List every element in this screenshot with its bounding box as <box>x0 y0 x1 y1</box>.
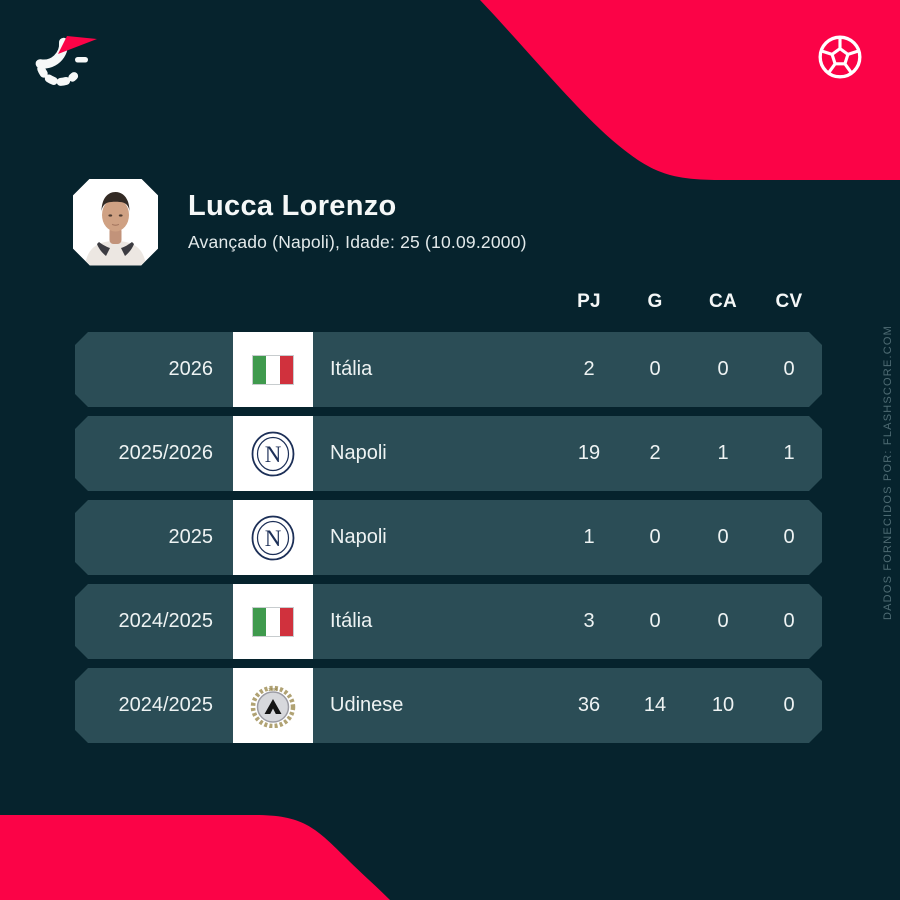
italy-flag-icon <box>252 606 294 637</box>
football-icon <box>818 35 862 79</box>
napoli-crest-icon: N <box>251 431 295 476</box>
stat-ca-cell: 10 <box>711 694 735 716</box>
top-right-accent-shape <box>480 0 900 180</box>
stat-cv-cell: 0 <box>783 694 795 716</box>
season-stats-table: 2026 N 1896 Itália 2 0 0 0 <box>75 332 822 752</box>
stat-cv-cell: 0 <box>783 526 795 548</box>
team-name-cell: Itália <box>330 610 373 632</box>
flashscore-logo-icon <box>35 36 97 86</box>
stat-g-cell: 0 <box>649 358 661 380</box>
team-badge-cell: N 1896 <box>233 332 313 407</box>
stat-g-cell: 0 <box>649 610 661 632</box>
column-header-cv: CV <box>775 291 803 312</box>
team-badge-cell: N 1896 <box>233 416 313 491</box>
team-badge-cell: N 1896 <box>233 584 313 659</box>
player-name: Lucca Lorenzo <box>188 190 397 223</box>
stat-pj-cell: 1 <box>583 526 595 548</box>
svg-text:1896: 1896 <box>268 687 279 692</box>
bottom-left-accent-shape <box>0 815 390 900</box>
player-header: Lucca Lorenzo Avançado (Napoli), Idade: … <box>73 178 527 266</box>
season-cell: 2025/2026 <box>118 442 213 464</box>
season-cell: 2026 <box>168 358 214 380</box>
column-header-pj: PJ <box>577 291 601 312</box>
stats-column-headers: PJ G CA CV <box>75 291 822 317</box>
team-name-cell: Napoli <box>330 442 387 464</box>
stat-ca-cell: 1 <box>717 442 729 464</box>
team-name-cell: Itália <box>330 358 373 380</box>
stat-ca-cell: 0 <box>717 610 729 632</box>
svg-text:N: N <box>265 526 282 551</box>
team-badge-cell: N 1896 <box>233 668 313 743</box>
table-row: 2025/2026 N 1896 Napoli 19 2 1 <box>75 416 822 491</box>
stat-g-cell: 2 <box>649 442 661 464</box>
italy-flag-icon <box>252 354 294 385</box>
stat-pj-cell: 2 <box>583 358 595 380</box>
table-row: 2026 N 1896 Itália 2 0 0 0 <box>75 332 822 407</box>
data-provider-watermark: DADOS FORNECIDOS POR: FLASHSCORE.COM <box>882 324 894 620</box>
player-meta: Lucca Lorenzo Avançado (Napoli), Idade: … <box>188 190 527 253</box>
team-badge-cell: N 1896 <box>233 500 313 575</box>
stat-pj-cell: 19 <box>577 442 601 464</box>
column-header-g: G <box>647 291 663 312</box>
season-cell: 2024/2025 <box>118 694 213 716</box>
season-cell: 2025 <box>168 526 214 548</box>
svg-text:N: N <box>265 442 282 467</box>
table-row: 2024/2025 N 1896 Udinese 36 14 10 <box>75 668 822 743</box>
team-name-cell: Udinese <box>330 694 404 716</box>
season-cell: 2024/2025 <box>118 610 213 632</box>
stat-pj-cell: 3 <box>583 610 595 632</box>
table-row: 2025 N 1896 Napoli 1 0 0 0 <box>75 500 822 575</box>
udinese-crest-icon: 1896 <box>250 685 296 728</box>
stat-ca-cell: 0 <box>717 526 729 548</box>
player-avatar <box>73 178 158 266</box>
stat-cv-cell: 0 <box>783 358 795 380</box>
napoli-crest-icon: N <box>251 515 295 560</box>
stat-g-cell: 0 <box>649 526 661 548</box>
stat-pj-cell: 36 <box>577 694 601 716</box>
stat-ca-cell: 0 <box>717 358 729 380</box>
stat-cv-cell: 1 <box>783 442 795 464</box>
player-details: Avançado (Napoli), Idade: 25 (10.09.2000… <box>188 231 527 252</box>
column-header-ca: CA <box>708 291 738 312</box>
table-row: 2024/2025 N 1896 Itália 3 0 0 0 <box>75 584 822 659</box>
player-photo <box>73 178 158 266</box>
team-name-cell: Napoli <box>330 526 387 548</box>
stat-g-cell: 14 <box>643 694 667 716</box>
stat-cv-cell: 0 <box>783 610 795 632</box>
